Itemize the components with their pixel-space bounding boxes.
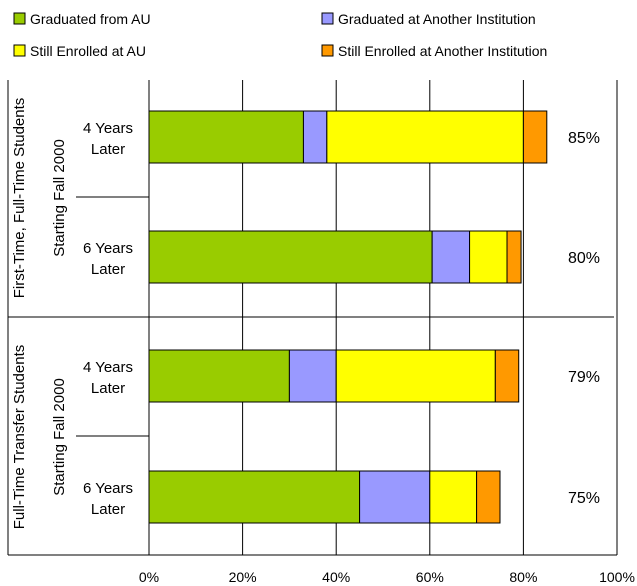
bar-segment — [326, 110, 524, 164]
category-label: 4 Years — [83, 359, 133, 376]
bar-segment — [359, 470, 431, 524]
total-labels: 85% 80% 79% 75% — [568, 130, 600, 507]
legend-label: Still Enrolled at AU — [30, 43, 146, 59]
legend-swatch — [13, 12, 26, 25]
group-labels: First-Time, Full-Time Students Starting F… — [11, 98, 68, 530]
bar-segment — [476, 470, 501, 524]
group-label: First-Time, Full-Time Students — [11, 98, 28, 299]
total-label: 80% — [568, 250, 600, 267]
bar-segment — [494, 349, 520, 403]
bar-segment — [335, 349, 496, 403]
x-tick-label: 100% — [599, 569, 635, 585]
group-label: Starting Fall 2000 — [51, 139, 68, 257]
category-label: Later — [91, 261, 125, 278]
x-tick-label: 60% — [416, 569, 444, 585]
axes — [7, 80, 617, 556]
bar-segment — [431, 230, 471, 284]
legend-label: Graduated at Another Institution — [338, 11, 536, 27]
total-label: 79% — [568, 369, 600, 386]
legend-label: Still Enrolled at Another Institution — [338, 43, 547, 59]
category-labels: 4 Years Later 6 Years Later 4 Years Later 6 Ye… — [83, 120, 133, 518]
legend-swatch — [321, 12, 334, 25]
legend-swatch — [321, 44, 334, 57]
category-label: Later — [91, 380, 125, 397]
legend-label: Graduated from AU — [30, 11, 151, 27]
bar-segment — [288, 349, 337, 403]
bar-segment — [148, 349, 290, 403]
legend: Graduated from AU Graduated at Another In… — [13, 11, 547, 59]
bar-segment — [429, 470, 478, 524]
bar-segment — [148, 110, 304, 164]
category-label: 6 Years — [83, 240, 133, 257]
total-label: 85% — [568, 130, 600, 147]
x-tick-labels: 0% 20% 40% 60% 80% 100% — [139, 569, 635, 585]
bar-segment — [506, 230, 522, 284]
category-label: Later — [91, 501, 125, 518]
bar-segment — [469, 230, 508, 284]
total-label: 75% — [568, 490, 600, 507]
x-tick-label: 0% — [139, 569, 159, 585]
x-tick-label: 80% — [509, 569, 537, 585]
bar-segment — [148, 230, 433, 284]
category-label: 4 Years — [83, 120, 133, 137]
group-label: Full-Time Transfer Students — [11, 345, 28, 530]
bar-segment — [148, 470, 361, 524]
bar-segment — [302, 110, 328, 164]
x-tick-label: 20% — [229, 569, 257, 585]
category-label: 6 Years — [83, 480, 133, 497]
x-tick-label: 40% — [322, 569, 350, 585]
category-label: Later — [91, 141, 125, 158]
group-label: Starting Fall 2000 — [51, 378, 68, 496]
bar-segment — [522, 110, 548, 164]
legend-swatch — [13, 44, 26, 57]
